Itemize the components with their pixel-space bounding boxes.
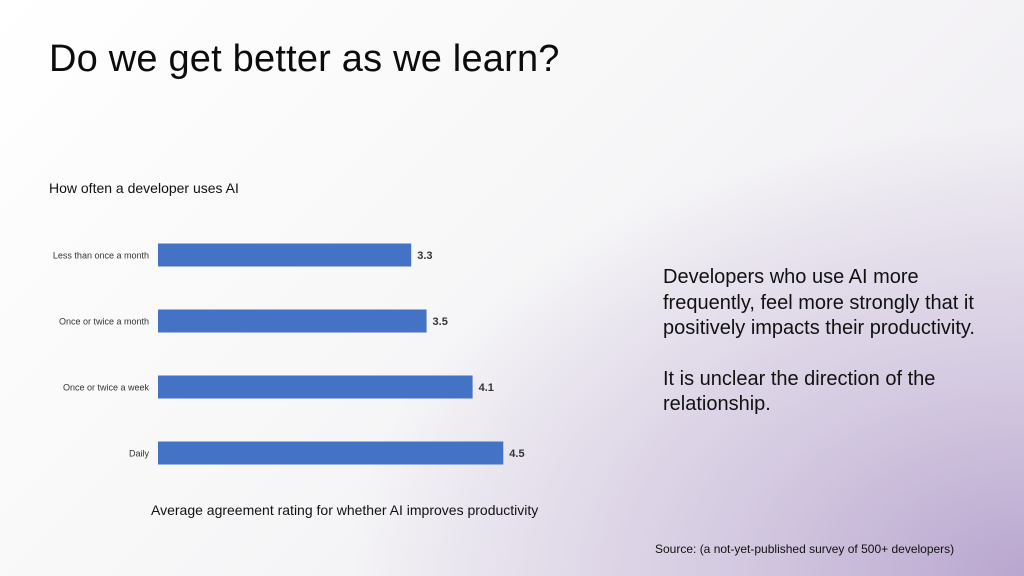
category-label: Once or twice a week [63, 383, 150, 393]
data-label: 4.1 [479, 382, 494, 394]
data-label: 3.5 [433, 316, 448, 328]
bar [158, 441, 504, 465]
insight-paragraph-1: Developers who use AI more frequently, f… [663, 266, 975, 339]
category-label: Once or twice a month [59, 317, 149, 327]
data-label: 3.3 [417, 250, 432, 262]
bar [158, 375, 473, 399]
bar [158, 309, 427, 333]
category-label: Daily [129, 449, 150, 459]
slide-title: Do we get better as we learn? [49, 38, 560, 80]
bar [158, 243, 412, 267]
bar-chart: Less than once a month 3.3 Once or twice a… [53, 243, 525, 465]
category-label: Less than once a month [53, 251, 149, 261]
chart-title: How often a developer uses AI [49, 180, 239, 196]
chart-x-axis-label: Average agreement rating for whether AI … [151, 502, 539, 518]
insight-text: Developers who use AI more frequently, f… [663, 265, 983, 443]
data-label: 4.5 [509, 448, 524, 460]
insight-paragraph-2: It is unclear the direction of the relat… [663, 367, 936, 416]
source-note: Source: (a not-yet-published survey of 5… [655, 542, 955, 556]
